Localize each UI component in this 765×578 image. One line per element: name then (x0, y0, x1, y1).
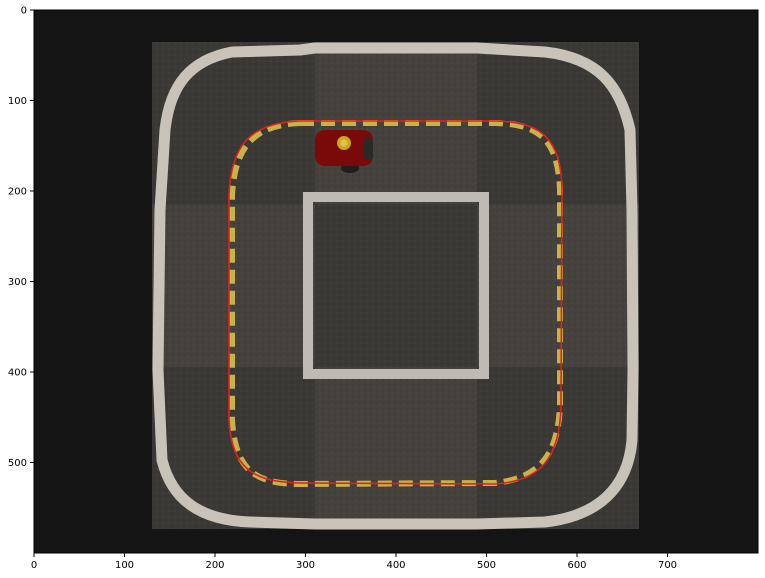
planned-path (228, 120, 563, 485)
x-tick-label: 400 (386, 560, 405, 571)
y-tick-label: 500 (8, 458, 27, 469)
x-tick-label: 500 (477, 560, 496, 571)
y-tick-label: 200 (8, 187, 27, 198)
x-axis-ticks: 0 100 200 300 400 500 600 700 (31, 553, 677, 571)
inner-track-border (303, 192, 489, 379)
x-tick-label: 700 (658, 560, 677, 571)
x-tick-label: 100 (115, 560, 134, 571)
outer-track-border (152, 42, 639, 530)
robot (315, 130, 373, 173)
x-tick-label: 0 (31, 560, 37, 571)
y-tick-label: 400 (8, 368, 27, 379)
y-tick-label: 300 (8, 277, 27, 288)
center-line (229, 120, 563, 487)
y-tick-label: 0 (21, 6, 27, 17)
y-axis-ticks: 0 100 200 300 400 500 (8, 6, 34, 469)
x-tick-label: 600 (567, 560, 586, 571)
x-tick-label: 300 (296, 560, 315, 571)
x-tick-label: 200 (205, 560, 224, 571)
track-tiles (152, 42, 639, 529)
y-tick-label: 100 (8, 96, 27, 107)
track-image (152, 42, 639, 530)
